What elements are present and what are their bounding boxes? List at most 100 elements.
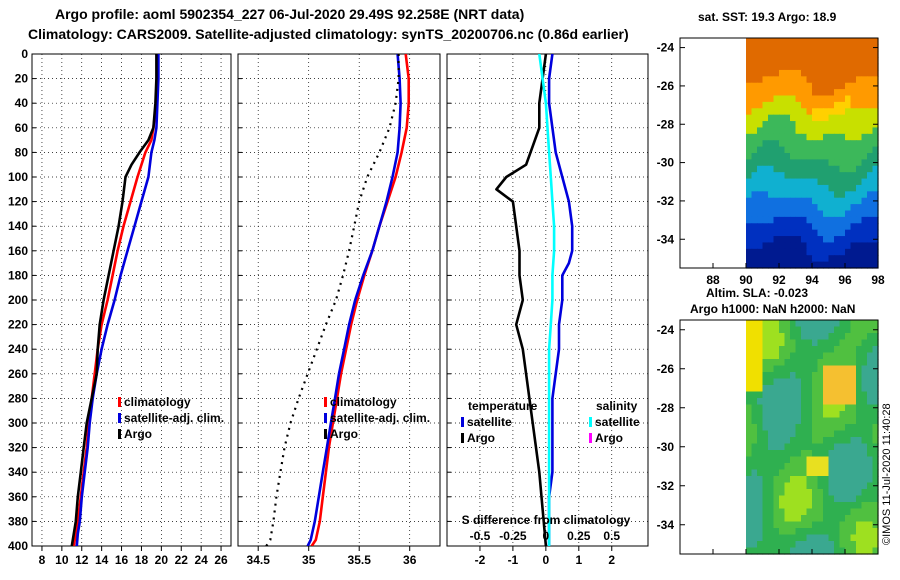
sla-map-cell: [768, 326, 775, 334]
sst-map-cell: [817, 146, 824, 154]
sla-map-cell: [768, 489, 775, 497]
sla-map-cell: [828, 352, 835, 360]
sst-map-cell: [812, 172, 819, 180]
sla-map-cell: [801, 521, 808, 529]
sla-map-cell: [828, 417, 835, 425]
sla-map-cell: [867, 508, 874, 516]
sst-map-cell: [834, 82, 841, 90]
sla-map-cell: [790, 456, 797, 464]
sst-map-cell: [751, 216, 758, 224]
sla-map-cell: [812, 489, 819, 497]
sst-map-cell: [861, 261, 868, 269]
depth-tick-label-400: 400: [8, 539, 28, 553]
sst-map-cell: [850, 165, 857, 173]
sla-map-cell: [762, 378, 769, 386]
sla-map-cell: [839, 352, 846, 360]
sla-map-cell: [839, 391, 846, 399]
sla-map-cell: [773, 346, 780, 354]
sla-map-cell: [872, 398, 879, 406]
sla-map-cell: [850, 411, 857, 419]
sst-map-cell: [861, 121, 868, 129]
sla-map-cell: [746, 534, 753, 542]
sla-map-cell: [790, 515, 797, 523]
sla-map-cell: [757, 515, 764, 523]
sst-map-cell: [839, 153, 846, 160]
sla-map-cell: [768, 404, 775, 412]
sst-map-cell: [795, 242, 802, 250]
difference-profile-x-tick-label--1: -1: [508, 553, 519, 567]
sst-map-cell: [823, 261, 830, 269]
sst-map-cell: [834, 50, 841, 58]
sst-map-cell: [867, 69, 874, 77]
sla-map-cell: [768, 398, 775, 406]
sst-map-cell: [839, 236, 846, 244]
sst-map-cell: [867, 57, 874, 65]
sla-map-cell: [790, 391, 797, 399]
sst-map-cell: [751, 108, 758, 116]
sla-map-cell: [806, 339, 813, 347]
sst-map-cell: [801, 210, 808, 218]
sst-map-cell: [757, 50, 764, 58]
sst-map-cell: [806, 210, 813, 218]
sst-map-cell: [746, 242, 753, 250]
sst-map-cell: [806, 165, 813, 173]
sst-map-cell: [823, 44, 830, 52]
sla-map-cell: [839, 489, 846, 497]
sla-map-cell: [861, 476, 868, 484]
sla-map-cell: [812, 424, 819, 432]
sst-map-cell: [845, 76, 852, 84]
sla-map-cell: [861, 378, 868, 386]
sla-map-cell: [795, 469, 802, 477]
sla-map-cell: [812, 417, 819, 425]
sla-map-cell: [779, 378, 786, 386]
temperature-profile-x-tick-label-20: 20: [155, 553, 169, 567]
sla-map-cell: [801, 463, 808, 471]
sla-map-cell: [850, 320, 857, 328]
sla-map-cell: [861, 450, 868, 458]
sst-map-cell: [795, 82, 802, 90]
sla-map-cell: [823, 521, 830, 529]
sst-map-cell: [751, 204, 758, 212]
sla-map-cell: [762, 515, 769, 523]
sst-map-cell: [790, 95, 797, 103]
sst-map-cell: [801, 165, 808, 173]
sla-map-cell: [779, 365, 786, 373]
sst-map-cell: [856, 261, 863, 269]
sst-map-cell: [823, 248, 830, 256]
sla-map-cell: [872, 417, 879, 425]
sla-map-cell: [812, 515, 819, 523]
sst-map-cell: [839, 50, 846, 58]
sla-map-cell: [856, 489, 863, 497]
sla-map-cell: [806, 372, 813, 380]
sst-map-cell: [779, 69, 786, 77]
sla-map-cell: [839, 495, 846, 503]
sst-map-cell: [801, 121, 808, 129]
sla-map-cell: [751, 521, 758, 529]
sst-map-cell: [817, 197, 824, 205]
sst-map-cell: [861, 229, 868, 237]
sst-map-cell: [872, 223, 879, 231]
sla-map-cell: [839, 469, 846, 477]
sst-map-cell: [751, 140, 758, 148]
sst-map-cell: [806, 101, 813, 109]
sst-map-cell: [806, 44, 813, 52]
sla-map-cell: [856, 339, 863, 347]
sla-map-cell: [779, 333, 786, 341]
sla-map-cell: [861, 326, 868, 334]
sla-map-cell: [828, 404, 835, 412]
sst-map-cell: [768, 121, 775, 129]
sla-map-cell: [850, 378, 857, 386]
sst-map-cell: [746, 82, 753, 90]
sst-map-cell: [834, 44, 841, 52]
sst-map-cell: [861, 165, 868, 173]
sst-map-cell: [784, 133, 791, 141]
sst-map-cell: [757, 146, 764, 154]
sla-map-cell: [768, 378, 775, 386]
sst-map-cell: [795, 108, 802, 116]
sla-map-cell: [850, 417, 857, 425]
sla-map-cell: [790, 411, 797, 419]
sst-map-cell: [806, 89, 813, 97]
sst-map-cell: [839, 248, 846, 256]
sst-map-cell: [867, 121, 874, 129]
sst-map-cell: [861, 63, 868, 71]
